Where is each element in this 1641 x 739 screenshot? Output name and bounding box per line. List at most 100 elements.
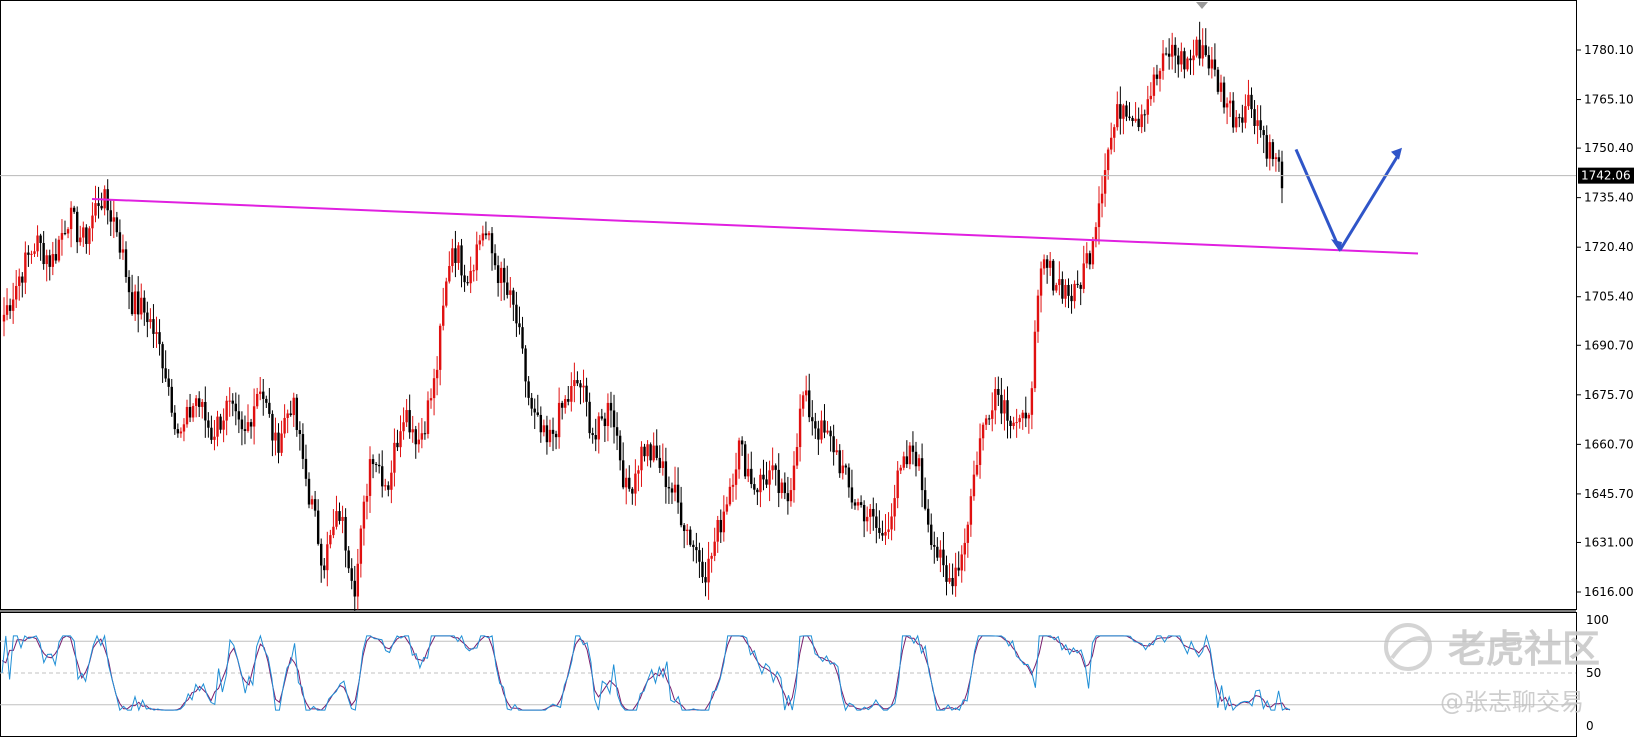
candle [1097,186,1101,245]
candle-body [795,447,799,466]
candle-body [1085,253,1088,264]
candle-body [1119,104,1122,119]
candle [42,231,45,270]
candle [167,369,170,396]
candle [36,225,39,257]
candle [51,241,55,276]
candle [710,552,713,573]
candle [1170,32,1174,70]
candle [820,410,823,444]
candle-body [881,532,884,536]
candle-body [271,413,274,441]
candle-body [1155,74,1159,79]
candle [100,192,103,211]
candle-body [652,445,655,461]
candle [1228,92,1232,118]
candle-body [759,474,762,493]
candle [143,290,146,326]
candle-body [420,433,424,440]
candle [1274,153,1278,172]
candle [1009,415,1012,439]
candle [411,415,414,443]
candle [1143,109,1146,132]
candle [753,477,756,495]
candle [847,463,851,498]
candle [133,284,137,321]
candle [1131,115,1134,127]
candle-body [686,529,689,532]
candle [79,225,82,246]
candle [933,531,936,564]
candle [8,298,12,319]
candle-body [963,542,966,555]
candle [478,234,482,251]
candle-body [792,465,796,491]
candle [945,555,948,596]
candle-body [469,270,472,284]
candle-body [777,469,780,493]
candle [371,454,375,479]
candle [170,378,173,417]
candle [966,521,970,558]
candle-body [1015,422,1018,424]
candle [1280,150,1284,204]
candle-body [716,519,719,542]
candle-body [329,535,332,545]
candle [686,523,689,546]
candle-body [1018,418,1021,423]
candle-body [411,429,414,433]
candle-body [786,493,790,502]
candle [557,387,561,449]
candle [689,526,692,547]
candle-body [216,416,219,437]
candle [201,399,204,419]
candle-body [451,248,454,267]
price-tick-label: 1765.10 [1584,93,1634,107]
candle-body [237,411,241,420]
candle [734,452,738,500]
candle [451,238,454,273]
candle-body [750,468,753,485]
candle [1067,278,1070,309]
candle-body [112,217,116,222]
candle [277,423,280,464]
candle [301,423,305,470]
candle-body [460,245,463,276]
candle [30,250,33,264]
candle-body [914,451,918,467]
candle [625,468,628,505]
candle-body [173,412,177,430]
candle [307,472,311,509]
candle [676,467,680,514]
candle [493,244,497,270]
candle [191,403,195,422]
indicator-tick-label: 0 [1586,719,1594,733]
candle [146,301,149,338]
candle-body [878,527,881,533]
candle-body [121,249,125,253]
candle-body [853,502,857,506]
candle-body [890,516,893,530]
candle-body [109,210,112,222]
candle-body [1164,53,1168,55]
watermark: 老虎社区 @张志聊交易 [1384,623,1600,716]
candle [33,243,36,257]
candle [1003,389,1006,431]
candle [1146,85,1149,124]
candle-body [631,488,634,494]
candle [1134,102,1137,123]
candle [106,179,109,225]
price-tick-label: 1690.70 [1584,338,1634,352]
candle-body [225,400,228,421]
candle-body [893,498,896,517]
candle [545,415,549,455]
candle [21,272,24,298]
candle-body [5,305,9,315]
candle [438,323,442,386]
candle [69,201,73,248]
candle-body [756,489,759,493]
candle-body [1216,69,1220,92]
candle-body [274,432,277,441]
candle-body [1213,59,1217,70]
candle-body [820,420,823,440]
